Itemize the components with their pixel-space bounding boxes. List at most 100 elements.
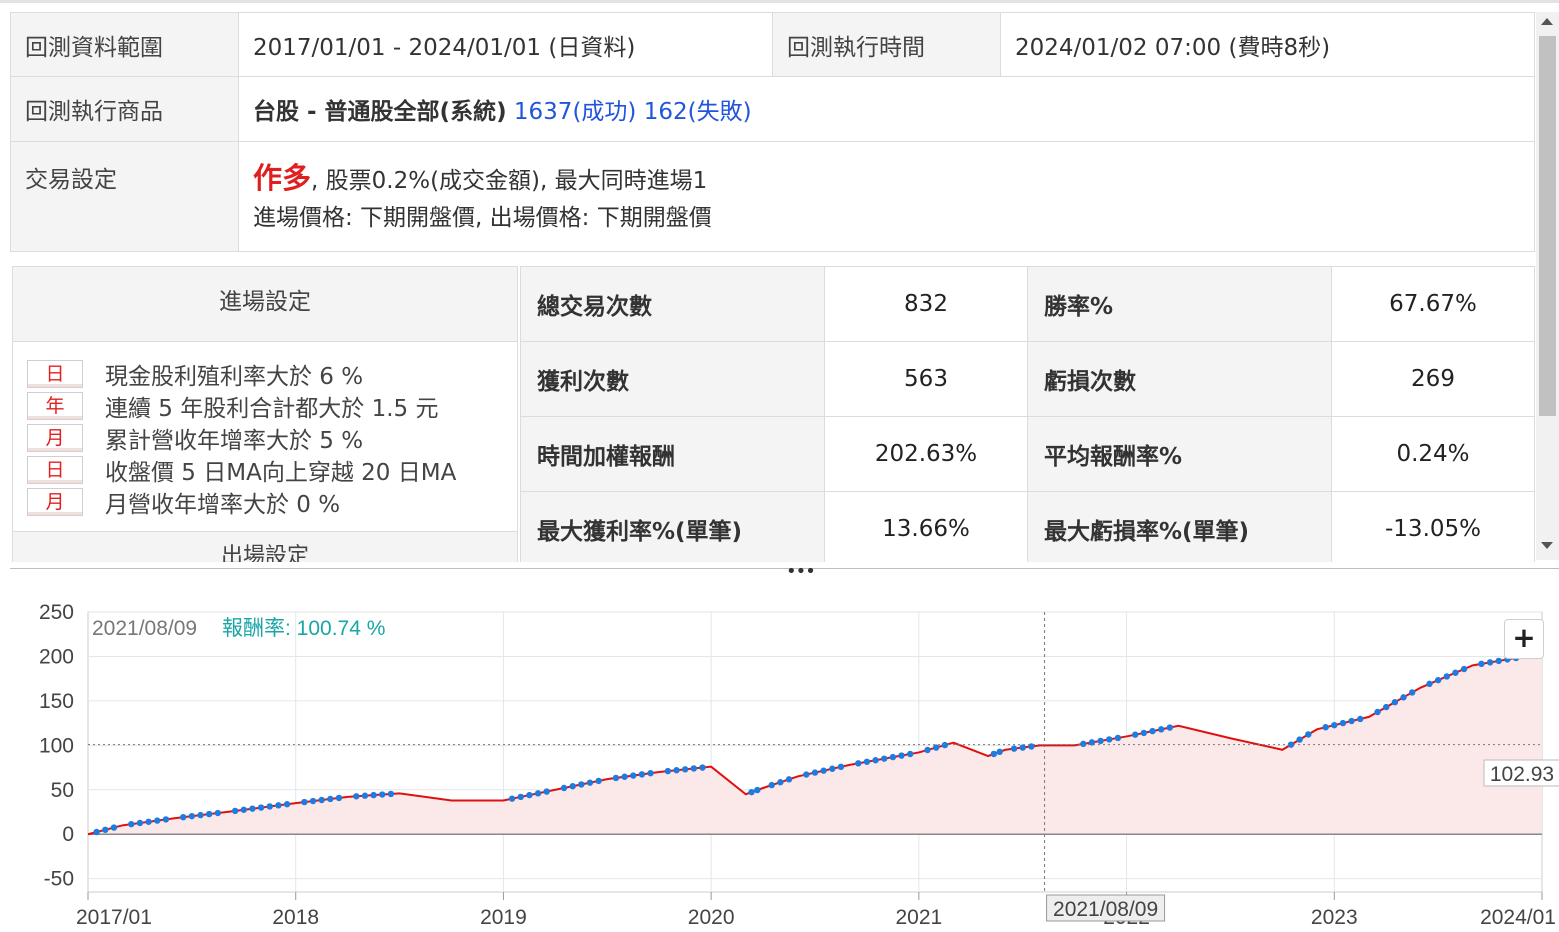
- trade-marker: [1132, 731, 1139, 738]
- product-success-link[interactable]: 1637(成功): [513, 99, 637, 125]
- vertical-scrollbar[interactable]: [1536, 12, 1559, 560]
- trade-label: 交易設定: [10, 141, 239, 252]
- trade-marker: [898, 752, 905, 759]
- pane-splitter[interactable]: •••: [10, 561, 1559, 583]
- trade-marker: [197, 811, 204, 819]
- drag-handle-icon[interactable]: •••: [786, 561, 816, 582]
- frequency-tag: 月: [27, 424, 83, 452]
- trade-marker: [560, 784, 568, 792]
- last-value-box: [1483, 759, 1559, 787]
- top-border: [0, 0, 1559, 3]
- time-value: 2024/01/02 07:00 (費時8秒): [1000, 12, 1535, 77]
- trade-marker: [145, 818, 152, 825]
- y-tick-label: 200: [39, 645, 74, 668]
- twr-label: 時間加權報酬: [520, 416, 825, 492]
- product-fail-link[interactable]: 162(失敗): [643, 99, 752, 125]
- condition-text: 月營收年增率大於 0 %: [105, 492, 341, 518]
- entry-settings-header: 進場設定: [13, 267, 517, 342]
- trade-marker: [1305, 731, 1312, 738]
- trade-marker: [318, 796, 325, 804]
- y-tick-label: 100: [39, 734, 74, 757]
- trade-marker: [820, 767, 827, 774]
- x-tick-label: 2018: [272, 906, 319, 929]
- trade-marker: [301, 798, 308, 806]
- max-win-value: 13.66%: [824, 491, 1028, 562]
- range-value: 2017/01/01 - 2024/01/01 (日資料): [238, 12, 773, 77]
- trade-marker: [1495, 657, 1502, 665]
- trade-marker: [180, 813, 187, 821]
- scroll-up-arrow-icon[interactable]: [1541, 18, 1553, 25]
- trade-marker: [1149, 727, 1156, 735]
- equity-chart: 250 200 150 100 50 0 -50 2017/01 2018 2019 2020 202…: [0, 582, 1559, 932]
- list-item: 日 收盤價 5 日MA向上穿越 20 日MA: [13, 454, 517, 486]
- trade-fee-text: , 股票0.2%(成交金額), 最大同時進場1: [311, 168, 708, 194]
- crosshair-date-label: 2021/08/09: [1053, 898, 1158, 921]
- trade-marker: [162, 816, 170, 823]
- trade-marker: [699, 764, 706, 771]
- trade-marker: [1331, 721, 1338, 729]
- trade-direction: 作多: [253, 161, 312, 195]
- zoom-in-button[interactable]: +: [1504, 619, 1544, 659]
- trade-marker: [370, 791, 377, 799]
- condition-text: 累計營收年增率大於 5 %: [105, 428, 364, 454]
- trade-marker: [266, 803, 273, 810]
- stats-table: 總交易次數 832 勝率% 67.67% 獲利次數 563 虧損次數 269 時…: [520, 266, 1535, 562]
- total-trades-label: 總交易次數: [520, 266, 825, 342]
- trade-marker: [128, 820, 135, 828]
- trade-marker: [1443, 673, 1450, 680]
- trade-marker: [586, 779, 594, 786]
- y-tick-label: -50: [44, 868, 74, 891]
- win-rate-label: 勝率%: [1027, 266, 1332, 342]
- trade-marker: [785, 776, 793, 783]
- trade-marker: [768, 781, 775, 789]
- exit-settings-header: 出場設定: [13, 531, 517, 562]
- tooltip-date: 2021/08/09: [92, 617, 197, 640]
- trade-marker: [1426, 680, 1433, 688]
- trade-marker: [1348, 717, 1355, 725]
- losses-label: 虧損次數: [1027, 341, 1332, 417]
- trade-marker: [508, 795, 516, 802]
- trade-marker: [335, 794, 343, 802]
- trade-marker: [595, 777, 602, 785]
- max-loss-value: -13.05%: [1331, 491, 1535, 562]
- trade-marker: [924, 746, 931, 754]
- trade-marker: [283, 801, 291, 808]
- range-label: 回測資料範圍: [10, 12, 239, 77]
- trade-marker: [1287, 741, 1295, 748]
- trade-marker: [907, 750, 914, 758]
- product-value: 台股 - 普通股全部(系統): [253, 99, 507, 125]
- total-trades-value: 832: [824, 266, 1028, 342]
- scroll-down-arrow-icon[interactable]: [1541, 542, 1553, 549]
- scroll-thumb[interactable]: [1539, 36, 1556, 416]
- trade-marker: [1391, 699, 1399, 706]
- trade-marker: [309, 797, 317, 805]
- trade-marker: [214, 809, 222, 817]
- trade-marker: [1114, 734, 1122, 742]
- trade-marker: [1460, 665, 1468, 673]
- product-label: 回測執行商品: [10, 76, 239, 142]
- trade-marker: [1019, 744, 1026, 751]
- trade-marker: [569, 783, 576, 790]
- trade-marker: [996, 748, 1003, 756]
- trade-marker: [630, 772, 637, 779]
- win-rate-value: 67.67%: [1331, 266, 1535, 342]
- trade-marker: [829, 765, 836, 772]
- trade-marker: [93, 828, 100, 836]
- trade-marker: [110, 824, 118, 831]
- trade-marker: [1383, 703, 1390, 711]
- condition-text: 連續 5 年股利合計都大於 1.5 元: [105, 396, 439, 422]
- list-item: 日 現金股利殖利率大於 6 %: [13, 358, 517, 390]
- y-tick-label: 50: [51, 779, 74, 802]
- y-tick-label: 250: [39, 601, 74, 624]
- trade-marker: [855, 760, 862, 767]
- trade-marker: [612, 774, 620, 782]
- twr-value: 202.63%: [824, 416, 1028, 492]
- trade-marker: [621, 773, 628, 780]
- trade-marker: [777, 779, 784, 786]
- trade-marker: [1322, 724, 1329, 731]
- trade-marker: [1452, 669, 1459, 676]
- trade-marker: [1010, 745, 1018, 752]
- trade-marker: [102, 826, 109, 833]
- wins-value: 563: [824, 341, 1028, 417]
- max-win-label: 最大獲利率%(單筆): [520, 491, 825, 562]
